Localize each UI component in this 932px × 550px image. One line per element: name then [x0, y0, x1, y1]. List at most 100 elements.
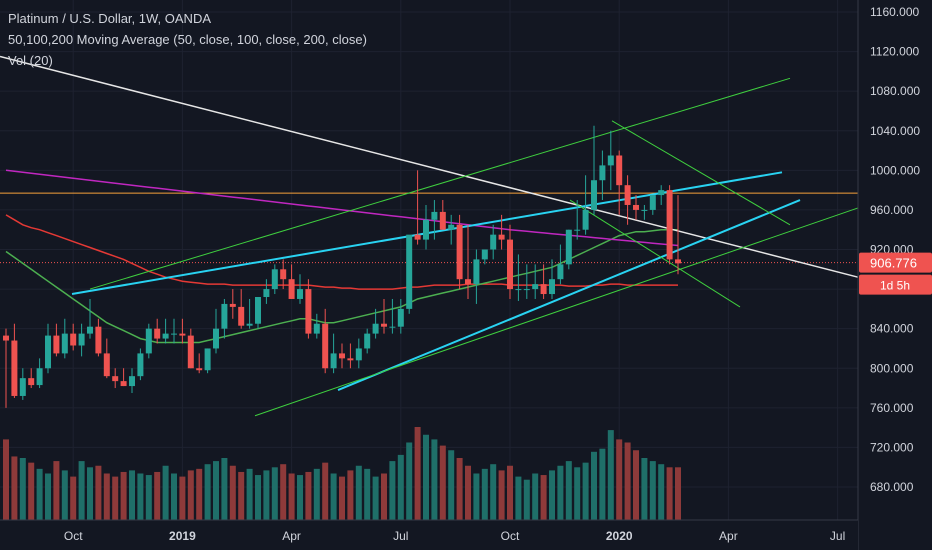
candle-body — [187, 335, 194, 369]
candle-body — [540, 284, 547, 295]
candle — [431, 200, 438, 240]
candle — [397, 298, 404, 334]
candle — [45, 323, 51, 374]
candle — [448, 214, 455, 245]
time-tick-label: Jul — [393, 529, 408, 543]
volume-bar — [45, 473, 51, 520]
candle — [11, 323, 18, 398]
volume-bar — [540, 475, 547, 520]
candle-body — [288, 279, 295, 299]
time-tick-label: Jul — [830, 529, 845, 543]
candle — [616, 150, 623, 215]
candle-body — [439, 211, 446, 230]
price-tick-label: 1040.000 — [870, 124, 920, 138]
candle-body — [70, 333, 77, 346]
candle — [549, 259, 555, 299]
candle-body — [154, 328, 161, 339]
candle-body — [339, 353, 345, 359]
volume-bar — [78, 461, 85, 520]
time-tick-label: Oct — [64, 529, 83, 543]
candle-body — [103, 353, 110, 377]
volume-bar — [95, 465, 102, 520]
volume-bar — [196, 468, 203, 520]
volume-bar — [339, 476, 345, 520]
candle — [523, 264, 530, 299]
candle-body — [313, 323, 320, 334]
candle — [238, 289, 245, 329]
ma-indicator-label: 50,100,200 Moving Average (50, close, 10… — [8, 32, 367, 47]
price-tick-label: 720.000 — [870, 440, 914, 454]
volume-bar — [280, 464, 287, 520]
candle-body — [36, 368, 43, 386]
candle-body — [330, 353, 337, 369]
candle-body — [78, 333, 85, 346]
candle — [490, 224, 497, 260]
volume-bar — [238, 471, 245, 520]
candle — [389, 298, 396, 334]
candle-body — [45, 335, 51, 369]
candle-body — [465, 279, 471, 285]
candle — [372, 308, 379, 339]
candle-body — [271, 269, 278, 290]
volume-bar — [330, 473, 337, 520]
candle — [649, 195, 656, 215]
candle — [28, 368, 35, 389]
candles — [3, 125, 681, 408]
candle-body — [557, 264, 564, 280]
volume-bar — [355, 465, 362, 520]
volume-bar — [61, 470, 68, 520]
candle-body — [255, 297, 261, 324]
candle-body — [549, 279, 555, 295]
time-axis-panel — [0, 520, 858, 550]
volume-bar — [414, 427, 421, 520]
candle — [103, 338, 110, 379]
candle-body — [3, 335, 9, 341]
candle — [179, 318, 186, 344]
volume-bar — [154, 471, 161, 520]
time-tick-label: Oct — [501, 529, 520, 543]
volume-bar — [213, 461, 219, 520]
volume-bar — [221, 458, 228, 520]
candle-body — [196, 368, 203, 371]
price-tick-label: 760.000 — [870, 401, 914, 415]
volume-bar — [557, 465, 564, 520]
candle — [658, 185, 665, 205]
candle — [565, 229, 572, 270]
candle-body — [381, 323, 387, 327]
volume-bar — [255, 475, 261, 520]
candle — [481, 249, 488, 265]
volume-bar — [70, 476, 77, 520]
candle — [406, 234, 413, 314]
candle — [507, 224, 513, 299]
candle — [347, 343, 354, 369]
volume-bar — [439, 445, 446, 520]
candle — [263, 279, 270, 304]
candle — [297, 274, 303, 304]
volume-bar — [162, 465, 169, 520]
candle — [154, 318, 161, 344]
candle — [129, 368, 135, 393]
candle-body — [423, 219, 429, 240]
cyan-lower-trend-line — [337, 199, 801, 391]
volume-bar — [120, 471, 127, 520]
candle-body — [238, 306, 245, 326]
volume-bar — [633, 450, 639, 520]
candle — [574, 200, 581, 240]
candle — [339, 343, 345, 369]
candle-body — [95, 326, 102, 354]
volume-bar — [11, 456, 18, 520]
candle — [498, 214, 505, 250]
candle — [221, 298, 228, 339]
candle — [95, 318, 102, 357]
chart-legend: Platinum / U.S. Dollar, 1W, OANDA 50,100… — [8, 8, 367, 71]
candle — [591, 125, 597, 215]
candle — [633, 195, 639, 220]
candle-body — [19, 378, 26, 396]
price-tick-label: 1000.000 — [870, 163, 920, 177]
volume-bar — [448, 450, 455, 520]
candle — [330, 333, 337, 374]
volume-bar — [549, 470, 555, 520]
candle — [322, 308, 329, 374]
candle-body — [456, 224, 463, 280]
